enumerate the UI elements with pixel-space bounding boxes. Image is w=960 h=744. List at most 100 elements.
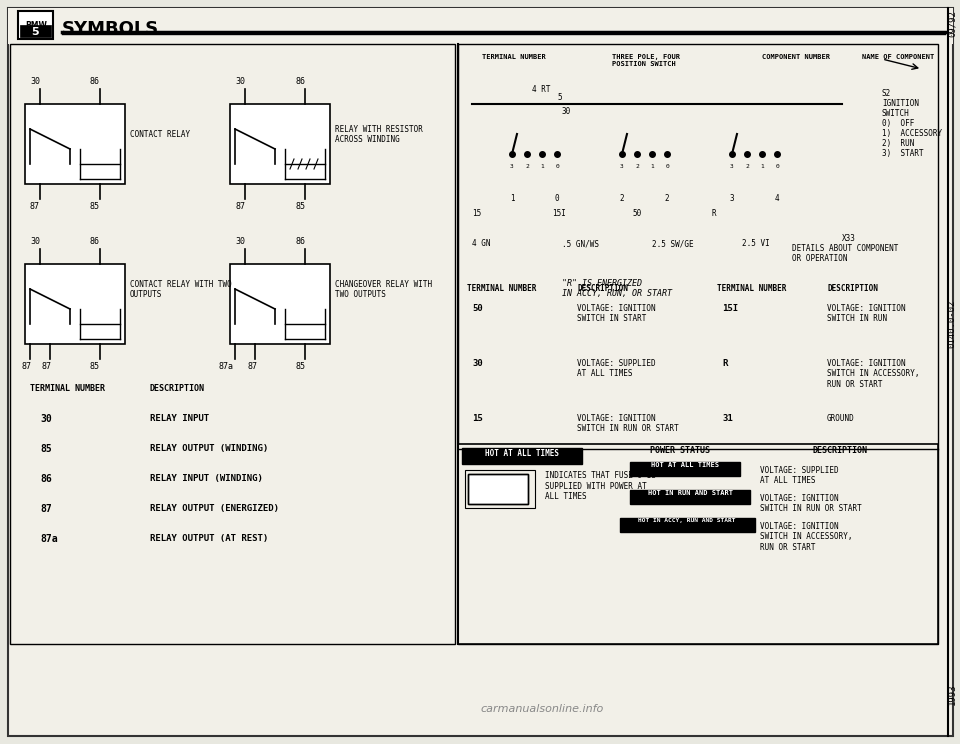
Text: 0140.0-02: 0140.0-02 — [948, 300, 956, 348]
Text: 87: 87 — [40, 504, 52, 514]
Text: X33: X33 — [842, 234, 856, 243]
Text: 86: 86 — [295, 77, 305, 86]
Text: S2: S2 — [882, 89, 891, 98]
Text: 0: 0 — [555, 164, 559, 169]
Text: 50: 50 — [632, 209, 641, 218]
Text: TERMINAL NUMBER: TERMINAL NUMBER — [467, 284, 537, 293]
Text: ACROSS WINDING: ACROSS WINDING — [335, 135, 399, 144]
Text: 5: 5 — [32, 27, 39, 37]
Bar — [230, 104, 330, 184]
Text: 85: 85 — [295, 362, 305, 371]
Text: CHANGEOVER RELAY WITH: CHANGEOVER RELAY WITH — [335, 280, 432, 289]
Text: 3: 3 — [731, 164, 733, 169]
Bar — [620, 518, 755, 532]
Text: IGNITION: IGNITION — [882, 99, 919, 108]
Text: 4 GN: 4 GN — [472, 239, 491, 248]
Text: 87: 87 — [42, 362, 52, 371]
Text: R: R — [722, 359, 728, 368]
Text: 3: 3 — [620, 164, 624, 169]
Text: TERMINAL NUMBER: TERMINAL NUMBER — [30, 384, 105, 393]
Text: VOLTAGE: IGNITION
SWITCH IN RUN: VOLTAGE: IGNITION SWITCH IN RUN — [827, 304, 905, 324]
Bar — [630, 490, 750, 504]
Text: DESCRIPTION: DESCRIPTION — [827, 284, 877, 293]
Bar — [25, 104, 125, 184]
Bar — [8, 8, 953, 44]
Text: NAME OF COMPONENT: NAME OF COMPONENT — [862, 54, 934, 60]
Text: TWO OUTPUTS: TWO OUTPUTS — [335, 289, 386, 298]
Text: DESCRIPTION: DESCRIPTION — [577, 284, 628, 293]
Text: 2.5 SW/GE: 2.5 SW/GE — [652, 239, 694, 248]
Text: 15: 15 — [472, 414, 483, 423]
Text: 0: 0 — [555, 194, 560, 203]
Text: 2: 2 — [620, 194, 624, 203]
Text: 4: 4 — [775, 194, 780, 203]
Text: VOLTAGE: IGNITION
SWITCH IN START: VOLTAGE: IGNITION SWITCH IN START — [577, 304, 656, 324]
Text: 86: 86 — [90, 77, 100, 86]
Bar — [462, 448, 582, 464]
Text: 3: 3 — [510, 164, 514, 169]
Text: CONTACT RELAY WITH TWO: CONTACT RELAY WITH TWO — [130, 280, 231, 289]
Text: 2: 2 — [636, 164, 638, 169]
Text: 87: 87 — [30, 202, 40, 211]
Text: R: R — [712, 209, 716, 218]
Text: 2: 2 — [745, 164, 749, 169]
Text: 86: 86 — [40, 474, 52, 484]
Text: VOLTAGE: IGNITION
SWITCH IN ACCESSORY,
RUN OR START: VOLTAGE: IGNITION SWITCH IN ACCESSORY, R… — [760, 522, 852, 552]
Text: 85: 85 — [40, 444, 52, 454]
Text: POWER STATUS: POWER STATUS — [650, 446, 710, 455]
Text: COMPONENT NUMBER: COMPONENT NUMBER — [762, 54, 830, 60]
Text: 30: 30 — [235, 77, 245, 86]
Bar — [25, 264, 125, 344]
Text: RELAY WITH RESISTOR: RELAY WITH RESISTOR — [335, 124, 422, 133]
Text: 85: 85 — [90, 202, 100, 211]
Text: TERMINAL NUMBER: TERMINAL NUMBER — [717, 284, 786, 293]
Bar — [468, 474, 528, 504]
Text: 1: 1 — [760, 164, 764, 169]
Text: RELAY OUTPUT (ENERGIZED): RELAY OUTPUT (ENERGIZED) — [150, 504, 279, 513]
Text: 85: 85 — [295, 202, 305, 211]
Text: VOLTAGE: SUPPLIED
AT ALL TIMES: VOLTAGE: SUPPLIED AT ALL TIMES — [577, 359, 656, 379]
Text: 87: 87 — [235, 202, 245, 211]
Text: VOLTAGE: IGNITION
SWITCH IN RUN OR START: VOLTAGE: IGNITION SWITCH IN RUN OR START — [760, 494, 862, 513]
Text: HOT AT ALL TIMES: HOT AT ALL TIMES — [651, 462, 719, 468]
Bar — [465, 470, 535, 508]
Text: CONTACT RELAY: CONTACT RELAY — [130, 129, 190, 138]
Text: 30: 30 — [562, 107, 571, 116]
Text: 3)  START: 3) START — [882, 149, 924, 158]
Text: 2: 2 — [664, 194, 669, 203]
Text: TERMINAL NUMBER: TERMINAL NUMBER — [482, 54, 545, 60]
Text: 50: 50 — [472, 304, 483, 313]
Text: INDICATES THAT FUSE 9 IS
SUPPLIED WITH POWER AT
ALL TIMES: INDICATES THAT FUSE 9 IS SUPPLIED WITH P… — [545, 471, 656, 501]
Text: HOT IN ACCY, RUN AND START: HOT IN ACCY, RUN AND START — [638, 518, 735, 523]
Text: 31: 31 — [722, 414, 732, 423]
Text: 85: 85 — [90, 362, 100, 371]
Text: 15A: 15A — [475, 490, 490, 498]
Text: 30: 30 — [235, 237, 245, 246]
Text: 2.5 VI: 2.5 VI — [742, 239, 770, 248]
Text: RELAY OUTPUT (AT REST): RELAY OUTPUT (AT REST) — [150, 534, 268, 543]
Text: 87a: 87a — [40, 534, 58, 544]
Text: 3: 3 — [730, 194, 734, 203]
Text: 1)  ACCESSORY: 1) ACCESSORY — [882, 129, 942, 138]
Text: OUTPUTS: OUTPUTS — [130, 289, 162, 298]
Text: HOT AT ALL TIMES: HOT AT ALL TIMES — [485, 449, 559, 458]
Bar — [20, 25, 51, 37]
Text: .5 GN/WS: .5 GN/WS — [562, 239, 599, 248]
Text: 2)  RUN: 2) RUN — [882, 139, 914, 148]
Text: GROUND: GROUND — [827, 414, 854, 423]
Text: 0: 0 — [665, 164, 669, 169]
Text: 30: 30 — [472, 359, 483, 368]
Text: 15I: 15I — [552, 209, 565, 218]
Text: VOLTAGE: IGNITION
SWITCH IN RUN OR START: VOLTAGE: IGNITION SWITCH IN RUN OR START — [577, 414, 679, 434]
Bar — [230, 264, 330, 344]
Text: 1: 1 — [650, 164, 654, 169]
Text: 30: 30 — [30, 77, 40, 86]
Text: 87: 87 — [247, 362, 257, 371]
Text: 4 RT: 4 RT — [532, 85, 550, 94]
Text: BMW: BMW — [26, 21, 47, 30]
Text: RELAY INPUT (WINDING): RELAY INPUT (WINDING) — [150, 474, 263, 483]
Bar — [468, 474, 528, 504]
Bar — [18, 11, 53, 39]
Text: RELAY INPUT: RELAY INPUT — [150, 414, 209, 423]
Text: 15I: 15I — [722, 304, 738, 313]
